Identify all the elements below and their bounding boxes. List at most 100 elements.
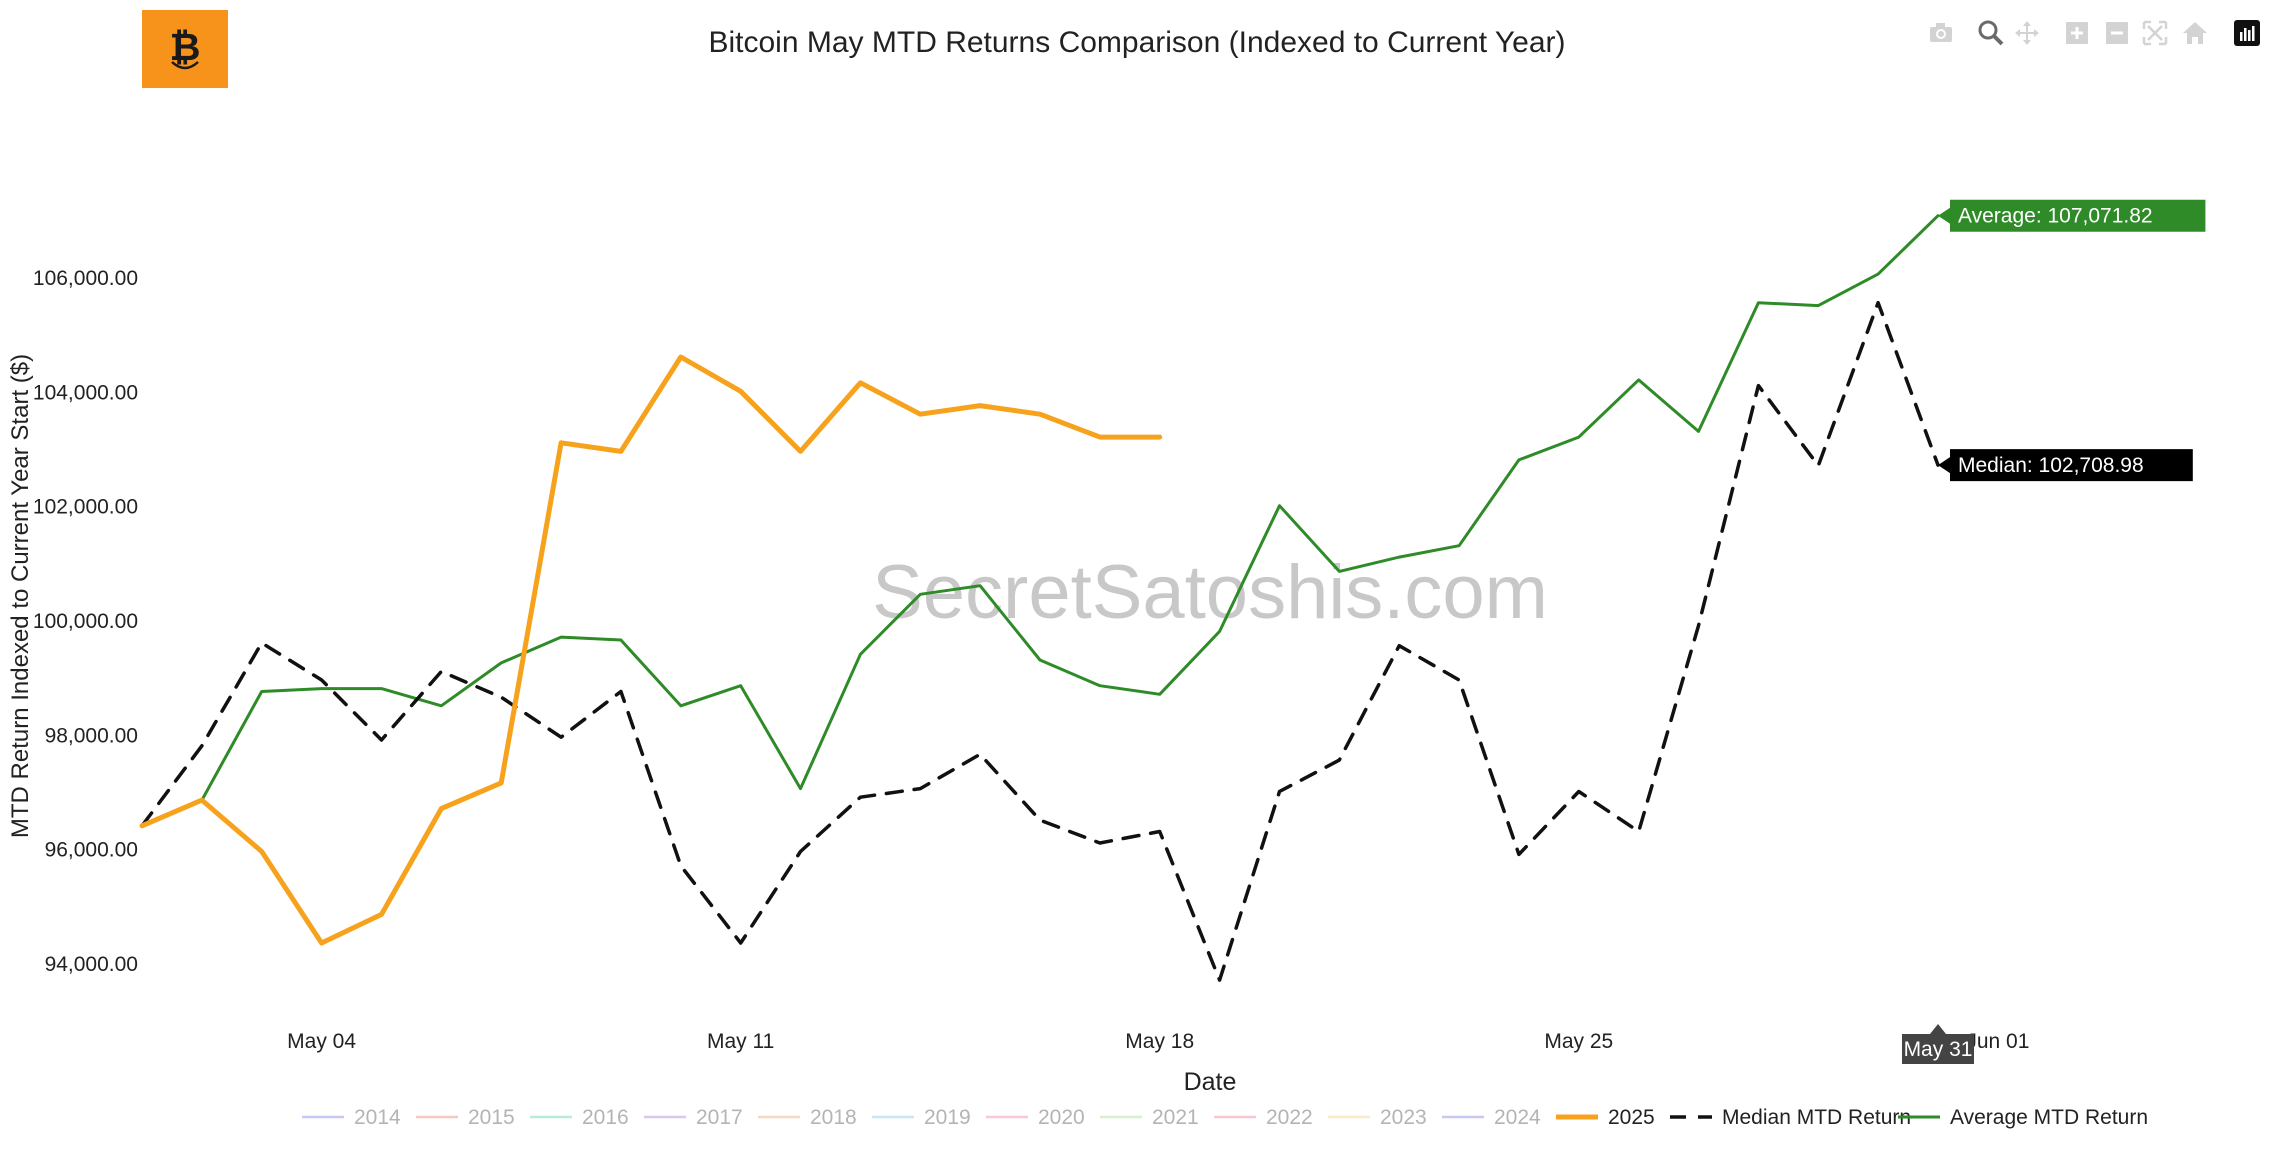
y-tick-label: 94,000.00: [45, 953, 138, 976]
data-point-average-mtd-return: [435, 700, 447, 712]
data-point-median-mtd-return: [675, 860, 687, 872]
data-point-average-mtd-return: [974, 580, 986, 592]
data-point-average-mtd-return: [1693, 425, 1705, 437]
data-point-average-mtd-return: [735, 680, 747, 692]
legend-item-2021[interactable]: 2021: [1152, 1106, 1199, 1129]
autoscale-icon[interactable]: [2140, 18, 2170, 48]
data-point-median-mtd-return: [735, 937, 747, 949]
data-point-median-mtd-return: [1872, 297, 1884, 309]
series-layer: [139, 214, 1940, 982]
data-point-median-mtd-return: [1154, 826, 1166, 838]
x-axis-label: Date: [1184, 1068, 1237, 1096]
y-tick-label: 106,000.00: [33, 267, 138, 290]
data-point-average-mtd-return: [854, 648, 866, 660]
data-point-2025: [854, 377, 866, 389]
smiling-bitcoin-icon: ₿: [170, 27, 200, 70]
data-point-average-mtd-return: [1573, 431, 1585, 443]
data-point-average-mtd-return: [495, 657, 507, 669]
data-point-2025: [1154, 431, 1166, 443]
legend-item-2024[interactable]: 2024: [1494, 1106, 1541, 1129]
data-point-average-mtd-return: [1812, 300, 1824, 312]
legend-item-average-mtd-return[interactable]: Average MTD Return: [1950, 1106, 2148, 1129]
data-point-median-mtd-return: [1453, 674, 1465, 686]
data-point-median-mtd-return: [1812, 460, 1824, 472]
hover-label-text: Median: 102,708.98: [1958, 454, 2144, 477]
data-point-2025: [735, 385, 747, 397]
legend-item-2022[interactable]: 2022: [1266, 1106, 1313, 1129]
plotly-logo-icon[interactable]: [2232, 18, 2262, 48]
pan-icon[interactable]: [2012, 18, 2042, 48]
data-point-2025: [1034, 408, 1046, 420]
y-tick-label: 100,000.00: [33, 610, 138, 633]
x-tick-label: Jun 01: [1966, 1030, 2029, 1053]
legend-item-2019[interactable]: 2019: [924, 1106, 971, 1129]
data-point-2025: [435, 803, 447, 815]
data-point-median-mtd-return: [1693, 620, 1705, 632]
annotation-layer: Average: 107,071.82 Median: 102,708.98 May…: [1902, 199, 2206, 1064]
data-point-2025: [136, 820, 148, 832]
legend-item-2017[interactable]: 2017: [696, 1106, 743, 1129]
zoom-icon[interactable]: [1976, 18, 2006, 48]
y-tick-label: 104,000.00: [33, 381, 138, 404]
data-point-median-mtd-return: [555, 731, 567, 743]
camera-icon[interactable]: [1926, 18, 1956, 48]
data-point-2025: [615, 445, 627, 457]
data-point-2025: [196, 794, 208, 806]
y-tick-label: 96,000.00: [45, 839, 138, 862]
legend-item-2015[interactable]: 2015: [468, 1106, 515, 1129]
hover-label-box: [1938, 449, 2193, 482]
x-tick-label: May 11: [707, 1030, 774, 1053]
zoom-out-icon[interactable]: [2102, 18, 2132, 48]
data-point-median-mtd-return: [196, 740, 208, 752]
series-line-median-mtd-return: [140, 300, 1940, 982]
data-point-2025: [375, 908, 387, 920]
series-line-average-mtd-return: [140, 214, 1940, 828]
data-point-average-mtd-return: [1333, 565, 1345, 577]
legend-item-median-mtd-return[interactable]: Median MTD Return: [1722, 1106, 1911, 1129]
y-tick-label: 98,000.00: [45, 724, 138, 747]
data-point-average-mtd-return: [1513, 454, 1525, 466]
legend-item-2025[interactable]: 2025: [1608, 1106, 1655, 1129]
data-point-average-mtd-return: [914, 588, 926, 600]
data-point-2025: [974, 400, 986, 412]
bitcoin-logo: ₿: [142, 10, 228, 88]
x-tick-label: May 25: [1544, 1030, 1613, 1053]
legend-item-2014[interactable]: 2014: [354, 1106, 401, 1129]
watermark: SecretSatoshis.com: [872, 550, 1548, 635]
x-hover-label-box: [1902, 1024, 1974, 1064]
y-axis-ticks: 94,000.00 96,000.00 98,000.00 100,000.00 102…: [33, 267, 138, 976]
x-tick-label: May 18: [1125, 1030, 1194, 1053]
legend-item-2023[interactable]: 2023: [1380, 1106, 1427, 1129]
data-point-average-mtd-return: [1034, 654, 1046, 666]
data-point-median-mtd-return: [615, 685, 627, 697]
data-point-average-mtd-return: [555, 631, 567, 643]
data-point-median-mtd-return: [256, 637, 268, 649]
data-point-average-mtd-return: [795, 783, 807, 795]
data-point-median-mtd-return: [914, 783, 926, 795]
data-point-2025: [316, 937, 328, 949]
data-point-median-mtd-return: [1034, 814, 1046, 826]
series-line-2025: [139, 354, 1163, 946]
data-point-median-mtd-return: [1214, 974, 1226, 986]
data-point-average-mtd-return: [1633, 374, 1645, 386]
data-point-2025: [795, 445, 807, 457]
data-point-average-mtd-return: [1154, 688, 1166, 700]
legend-item-2018[interactable]: 2018: [810, 1106, 857, 1129]
hover-label-box: [1938, 199, 2206, 232]
data-point-average-mtd-return: [1393, 551, 1405, 563]
zoom-in-icon[interactable]: [2062, 18, 2092, 48]
data-point-median-mtd-return: [1273, 786, 1285, 798]
data-point-median-mtd-return: [316, 674, 328, 686]
legend-item-2020[interactable]: 2020: [1038, 1106, 1085, 1129]
data-point-average-mtd-return: [1273, 500, 1285, 512]
data-point-average-mtd-return: [375, 683, 387, 695]
data-point-median-mtd-return: [974, 748, 986, 760]
data-point-average-mtd-return: [675, 700, 687, 712]
data-point-average-mtd-return: [1752, 297, 1764, 309]
data-point-2025: [675, 351, 687, 363]
y-tick-label: 102,000.00: [33, 496, 138, 519]
data-point-median-mtd-return: [375, 734, 387, 746]
data-point-median-mtd-return: [1393, 640, 1405, 652]
reset-home-icon[interactable]: [2180, 18, 2210, 48]
legend-item-2016[interactable]: 2016: [582, 1106, 629, 1129]
